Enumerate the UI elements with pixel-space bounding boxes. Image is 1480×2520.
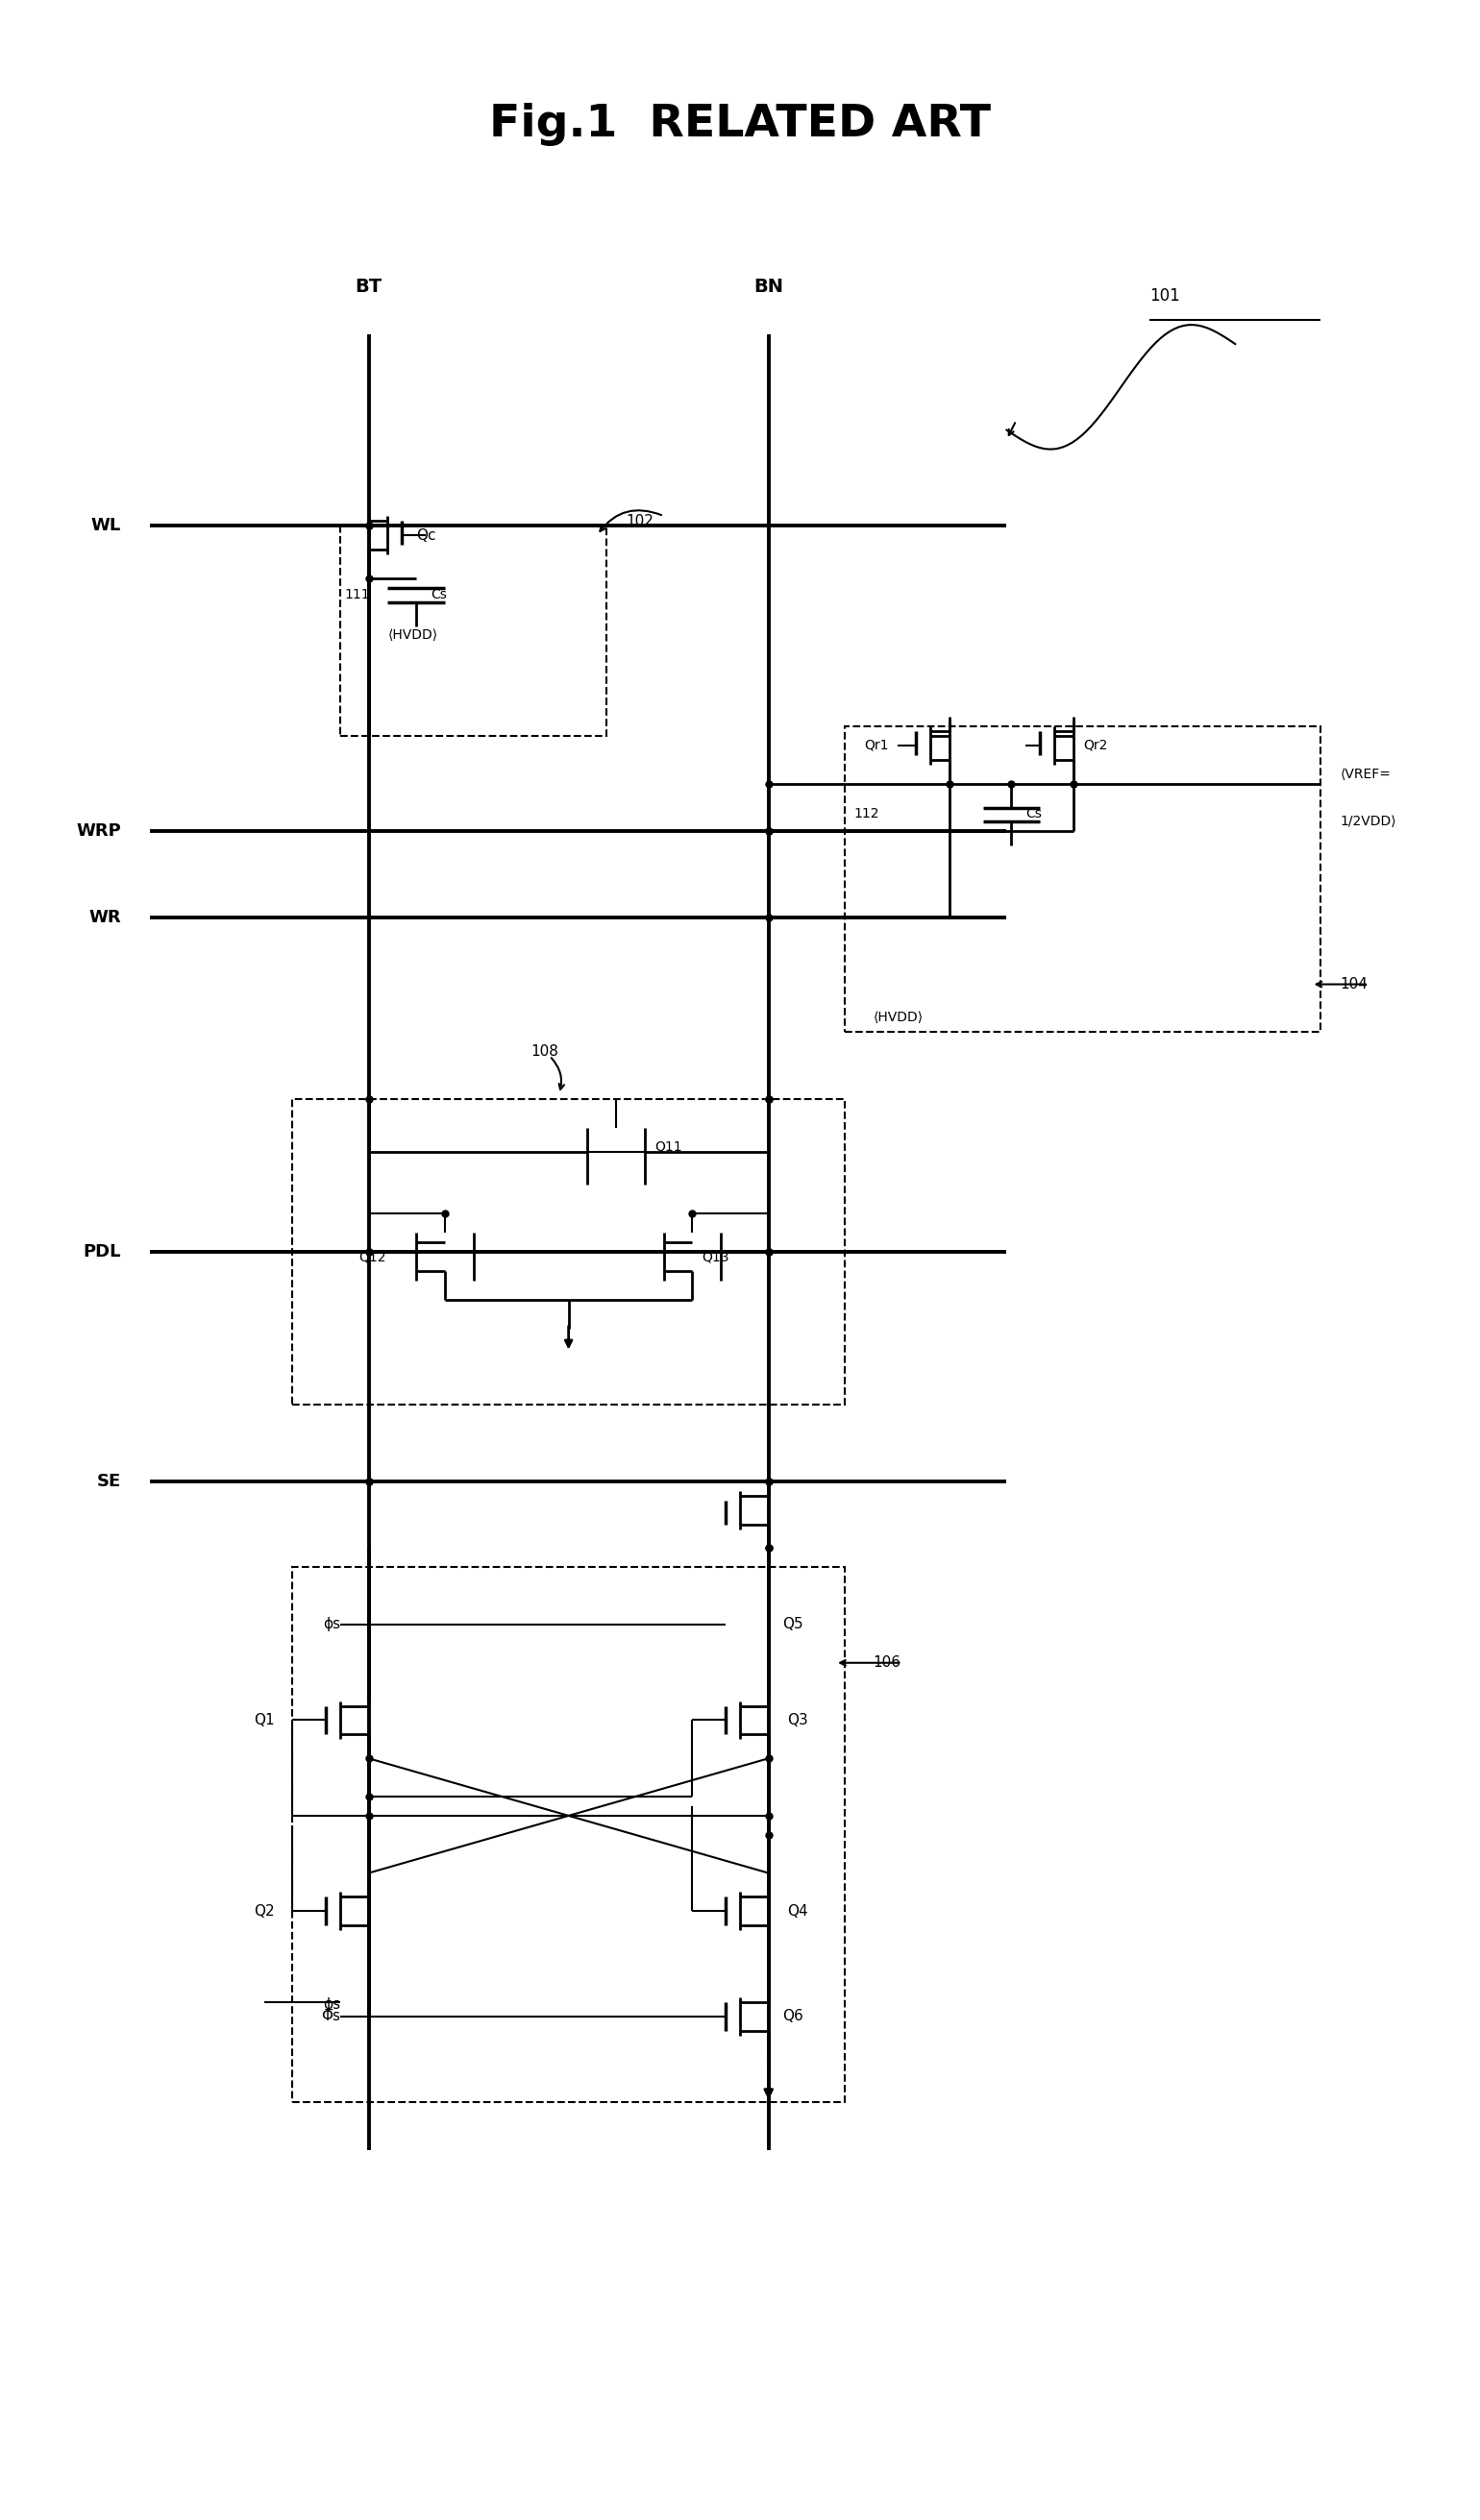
Text: WRP: WRP [75, 822, 121, 839]
Text: Q13: Q13 [702, 1250, 730, 1263]
Bar [845, 726, 1322, 1033]
Text: ⟨VREF=: ⟨VREF= [1339, 766, 1391, 781]
Text: Cs: Cs [1026, 806, 1042, 822]
Text: Q6: Q6 [783, 2008, 804, 2024]
Text: ϕs: ϕs [323, 1998, 340, 2011]
Text: Q4: Q4 [787, 1905, 808, 1918]
Text: 1/2VDD⟩: 1/2VDD⟩ [1339, 814, 1396, 829]
Text: Qr2: Qr2 [1083, 738, 1107, 751]
Text: 111: 111 [345, 587, 370, 602]
Text: 101: 101 [1150, 287, 1180, 305]
Bar [293, 1567, 845, 2102]
Text: Q12: Q12 [360, 1250, 386, 1263]
Text: WR: WR [89, 910, 121, 925]
Text: PDL: PDL [83, 1242, 121, 1260]
Bar [340, 527, 607, 736]
Text: Qc: Qc [416, 527, 437, 542]
Text: WL: WL [90, 517, 121, 534]
Text: Fig.1  RELATED ART: Fig.1 RELATED ART [490, 103, 990, 146]
Bar [293, 1099, 845, 1404]
Text: BN: BN [753, 277, 783, 297]
Text: Qr1: Qr1 [864, 738, 888, 751]
Text: 106: 106 [873, 1656, 901, 1671]
Text: Q3: Q3 [787, 1714, 808, 1726]
Text: SE: SE [96, 1472, 121, 1489]
Text: ⟨HVDD⟩: ⟨HVDD⟩ [388, 630, 438, 643]
Text: Q2: Q2 [255, 1905, 275, 1918]
Text: Q11: Q11 [654, 1139, 682, 1154]
Text: Cs: Cs [431, 587, 447, 602]
Text: Φ̅s: Φ̅s [321, 2008, 340, 2024]
Text: Q5: Q5 [783, 1618, 804, 1633]
Text: 102: 102 [626, 514, 654, 529]
Text: ϕs: ϕs [323, 1618, 340, 1633]
Text: ⟨HVDD⟩: ⟨HVDD⟩ [873, 1011, 924, 1026]
Text: 108: 108 [530, 1043, 558, 1058]
Text: 112: 112 [854, 806, 879, 822]
Text: Q1: Q1 [255, 1714, 275, 1726]
Text: BT: BT [355, 277, 382, 297]
Text: 104: 104 [1339, 978, 1368, 990]
